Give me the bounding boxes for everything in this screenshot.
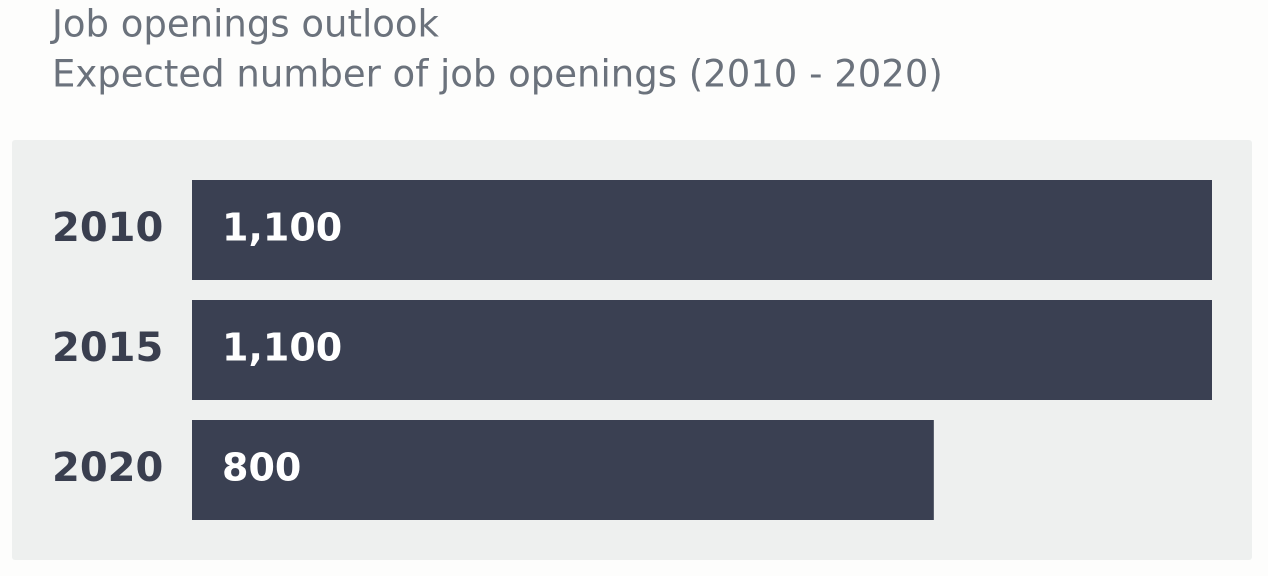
data-label: 1,100 [222, 326, 342, 370]
bar [192, 420, 934, 520]
y-tick-label: 2015 [52, 325, 163, 371]
chart-subtitle: Expected number of job openings (2010 - … [52, 53, 943, 96]
bar [192, 180, 1212, 280]
y-tick-label: 2020 [52, 445, 163, 491]
bar [192, 300, 1212, 400]
data-label: 800 [222, 446, 301, 490]
data-label: 1,100 [222, 206, 342, 250]
chart-title: Job openings outlook [50, 3, 440, 46]
y-tick-label: 2010 [52, 205, 163, 251]
